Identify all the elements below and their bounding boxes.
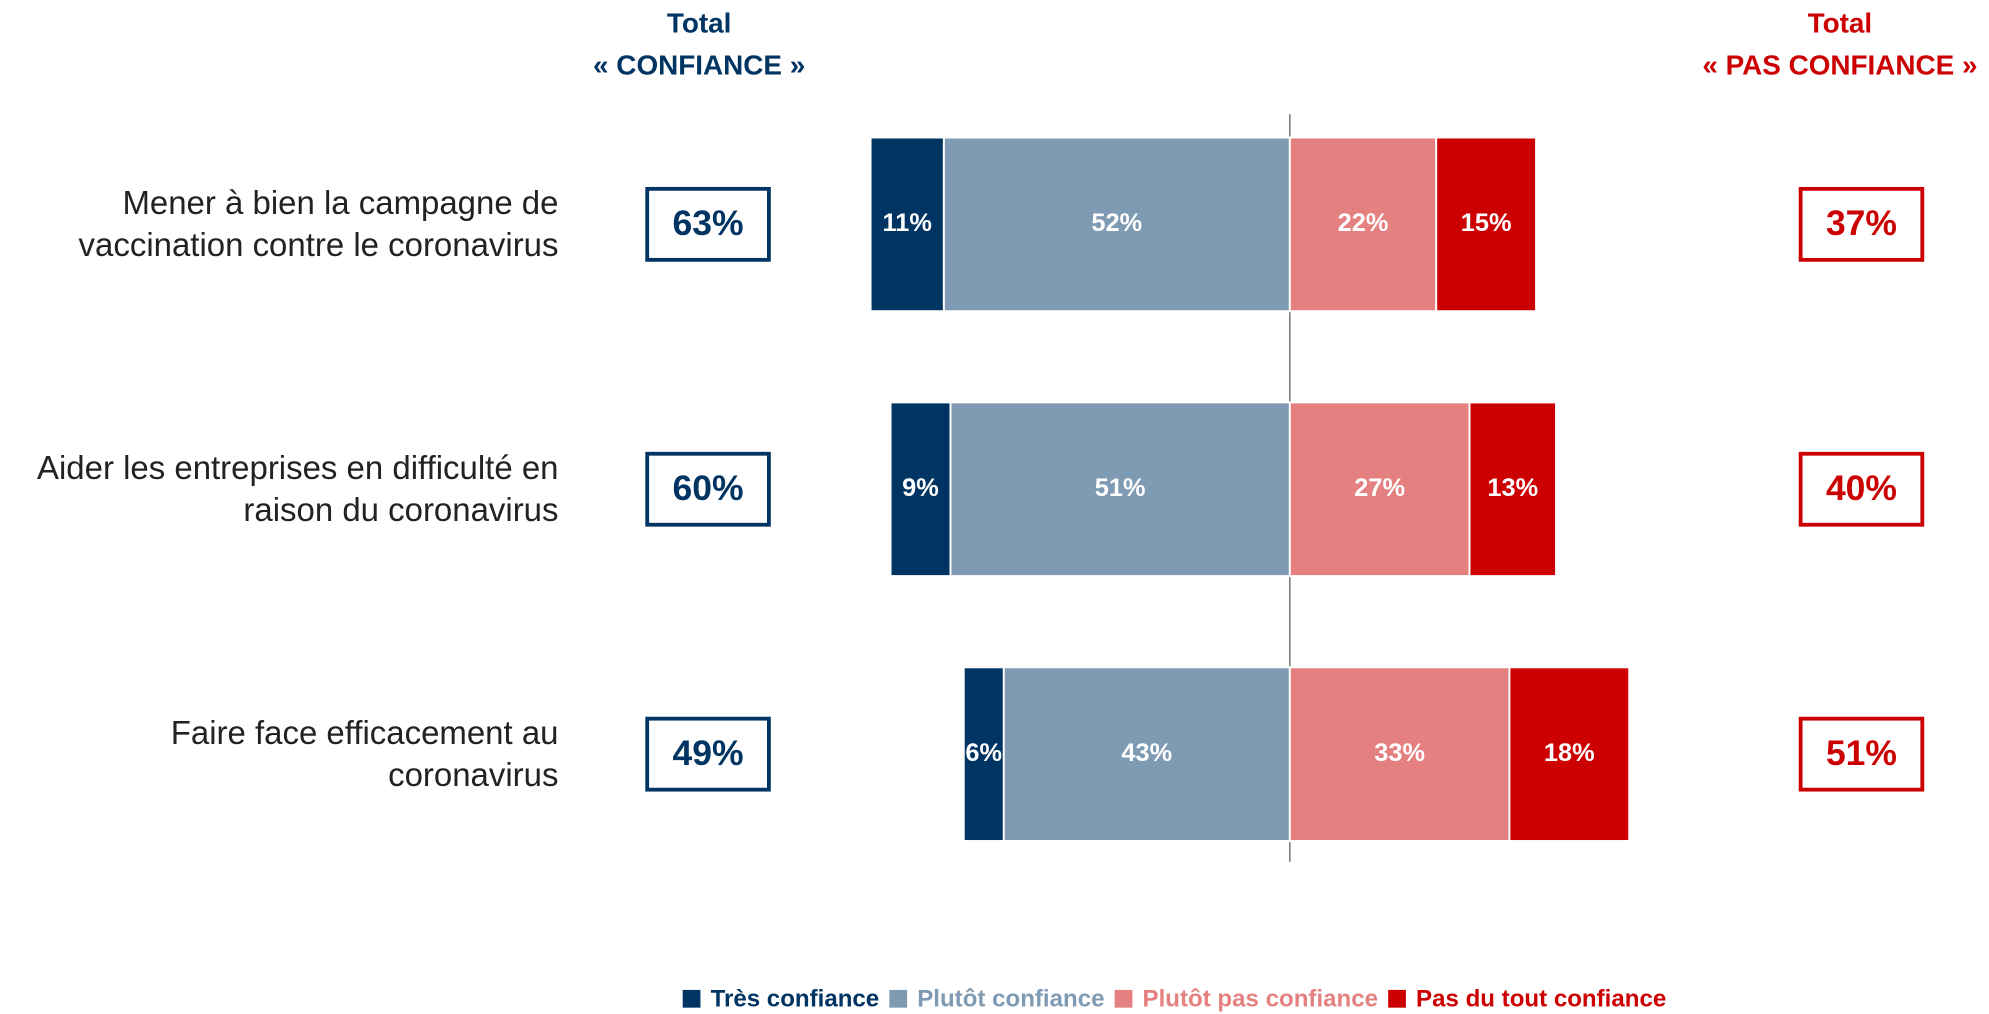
bar-segment (942, 136, 1291, 313)
bar-segment (1508, 666, 1631, 842)
legend-label: Plutôt pas confiance (1143, 985, 1378, 1012)
value-label: 52% (1091, 209, 1142, 237)
total-box (645, 186, 771, 262)
total-box (1798, 451, 1925, 527)
category-label: Aider les entreprises en difficulté en r… (37, 448, 559, 529)
total-box (645, 716, 771, 792)
bar-segment (869, 136, 945, 313)
legend-label: Très confiance (711, 985, 880, 1012)
value-label: 13% (1487, 474, 1538, 502)
value-label: 18% (1544, 739, 1595, 767)
bar-segment (889, 401, 952, 578)
bar-segment (962, 666, 1005, 842)
legend-swatch (1114, 989, 1133, 1008)
total-label: 49% (673, 733, 744, 773)
value-label: 9% (902, 474, 939, 502)
legend-label: Pas du tout confiance (1416, 985, 1666, 1012)
value-label: 6% (965, 739, 1002, 767)
category-label-box: Faire face efficacement au coronavirus (170, 713, 559, 794)
category-label: Faire face efficacement au coronavirus (170, 713, 559, 794)
value-label: 15% (1461, 209, 1512, 237)
total-label: 60% (673, 468, 744, 508)
category-label-box: Mener à bien la campagne de vaccination … (78, 183, 559, 264)
total-label: 63% (673, 203, 744, 243)
legend-label: Plutôt confiance (917, 985, 1104, 1012)
bar-segment (1288, 136, 1438, 313)
value-label: 11% (883, 209, 932, 237)
legend-swatch (1388, 989, 1406, 1008)
legend-swatch (889, 989, 908, 1008)
total-label: 40% (1826, 468, 1897, 508)
total-box (1798, 186, 1925, 262)
total-header: Total (667, 8, 732, 39)
total-header: Total (1808, 8, 1873, 39)
bar-segment (1468, 401, 1557, 578)
value-label: 27% (1354, 474, 1405, 502)
total-box (645, 451, 771, 527)
total-header: « CONFIANCE » (593, 50, 805, 81)
legend-swatch (682, 989, 701, 1008)
value-label: 33% (1374, 739, 1425, 767)
total-header: « PAS CONFIANCE » (1702, 50, 1977, 81)
value-label: 51% (1095, 474, 1146, 502)
category-label-box: Aider les entreprises en difficulté en r… (37, 448, 559, 529)
bar-segment (1435, 136, 1537, 313)
value-label: 43% (1121, 739, 1172, 767)
total-label: 37% (1826, 203, 1897, 243)
bar-segment (1288, 666, 1511, 842)
category-label: Mener à bien la campagne de vaccination … (78, 183, 559, 264)
value-label: 22% (1338, 209, 1389, 237)
total-box (1798, 716, 1925, 792)
total-label: 51% (1826, 733, 1897, 773)
